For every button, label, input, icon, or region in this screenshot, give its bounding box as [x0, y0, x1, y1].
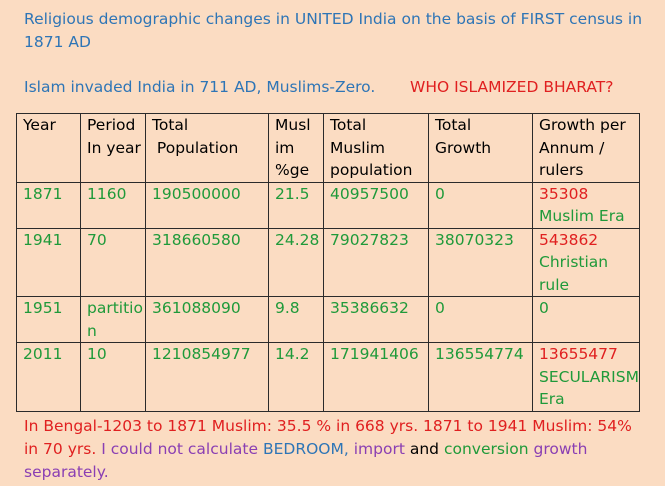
footer-text-import: import — [353, 440, 405, 458]
page-title: Religious demographic changes in UNITED … — [24, 10, 643, 51]
cell-population: 1210854977 — [145, 342, 269, 412]
cell-annual: 543862 Christian rule — [532, 227, 640, 297]
header-period: Period In year — [80, 113, 146, 183]
footer-text-and: and — [409, 440, 440, 458]
annual-value: 13655477 — [539, 345, 618, 363]
table-row: 1871 1160 190500000 21.5 40957500 0 3530… — [16, 181, 640, 229]
footer-note: In Bengal-1203 to 1871 Muslim: 35.5 % in… — [24, 415, 644, 484]
cell-period: partition — [80, 296, 146, 343]
cell-growth: 0 — [428, 296, 533, 343]
cell-muslim-pct: 14.2 — [268, 342, 324, 412]
header-growth-per-annum: Growth per Annum / rulers — [532, 113, 640, 183]
cell-muslim-pop: 171941406 — [323, 342, 429, 412]
footer-text-conversion: conversion — [443, 440, 529, 458]
table-header-row: Year Period In year Total Population Musl… — [16, 113, 640, 183]
footer-text-bedroom: BEDROOM, — [262, 440, 349, 458]
annual-value: 35308 — [539, 184, 589, 203]
census-table: Year Period In year Total Population Musl… — [16, 113, 640, 412]
table-row: 1951 partition 361088090 9.8 35386632 0 … — [16, 296, 640, 343]
footer-text-2: I could not calculate — [101, 440, 259, 458]
footer-text-growth: growth separately. — [24, 440, 588, 481]
cell-year: 1871 — [16, 181, 81, 229]
cell-muslim-pop: 35386632 — [323, 296, 429, 343]
cell-muslim-pct: 9.8 — [268, 296, 324, 343]
cell-period: 70 — [80, 227, 146, 297]
cell-year: 1941 — [16, 227, 81, 297]
cell-growth: 38070323 — [428, 227, 533, 297]
ruler-label: Muslim Era — [539, 207, 625, 225]
table-row: 1941 70 318660580 24.28 79027823 3807032… — [16, 227, 640, 297]
cell-population: 318660580 — [145, 227, 269, 297]
intro-line: Islam invaded India in 711 AD, Muslims-Z… — [24, 77, 644, 97]
cell-period: 10 — [80, 342, 146, 412]
header-year: Year — [16, 113, 81, 183]
annual-value: 543862 — [539, 230, 599, 249]
cell-growth: 136554774 — [428, 342, 533, 412]
cell-period: 1160 — [80, 181, 146, 229]
intro-text: Islam invaded India in 711 AD, Muslims-Z… — [24, 78, 376, 96]
table-row: 2011 10 1210854977 14.2 171941406 136554… — [16, 342, 640, 412]
ruler-label: Christian rule — [539, 253, 609, 294]
cell-population: 361088090 — [145, 296, 269, 343]
header-muslim-population: Total Muslim population — [323, 113, 429, 183]
question-text: WHO ISLAMIZED BHARAT? — [410, 78, 614, 96]
cell-population: 190500000 — [145, 181, 269, 229]
cell-muslim-pct: 21.5 — [268, 181, 324, 229]
cell-year: 2011 — [16, 342, 81, 412]
footer-text-1: In Bengal-1203 to 1871 Muslim: 35.5 % in… — [24, 417, 632, 458]
cell-annual: 35308 Muslim Era — [532, 181, 640, 229]
header-total-population: Total Population — [145, 113, 269, 183]
header-muslim-pct: Musl im %ge — [268, 113, 324, 183]
cell-growth: 0 — [428, 181, 533, 229]
cell-muslim-pct: 24.28 — [268, 227, 324, 297]
cell-annual: 13655477 SECULARISM Era — [532, 342, 640, 412]
cell-year: 1951 — [16, 296, 81, 343]
header-total-growth: Total Growth — [428, 113, 533, 183]
ruler-label: SECULARISM Era — [539, 367, 639, 409]
cell-muslim-pop: 79027823 — [323, 227, 429, 297]
cell-annual: 0 — [532, 296, 640, 343]
cell-muslim-pop: 40957500 — [323, 181, 429, 229]
